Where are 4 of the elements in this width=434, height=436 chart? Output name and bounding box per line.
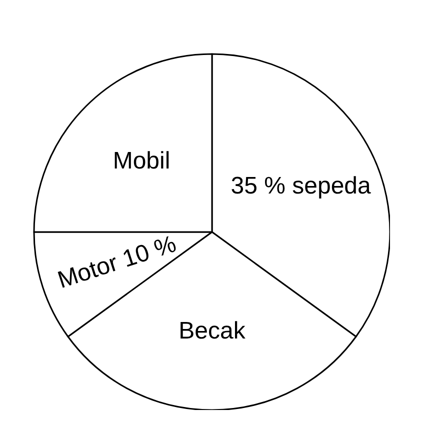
slice-label: Mobil [112,148,170,175]
slice-label: 35 % sepeda [230,172,372,200]
slice-label: Motor 10 % [54,230,180,294]
slice-label: Becak [178,318,246,345]
